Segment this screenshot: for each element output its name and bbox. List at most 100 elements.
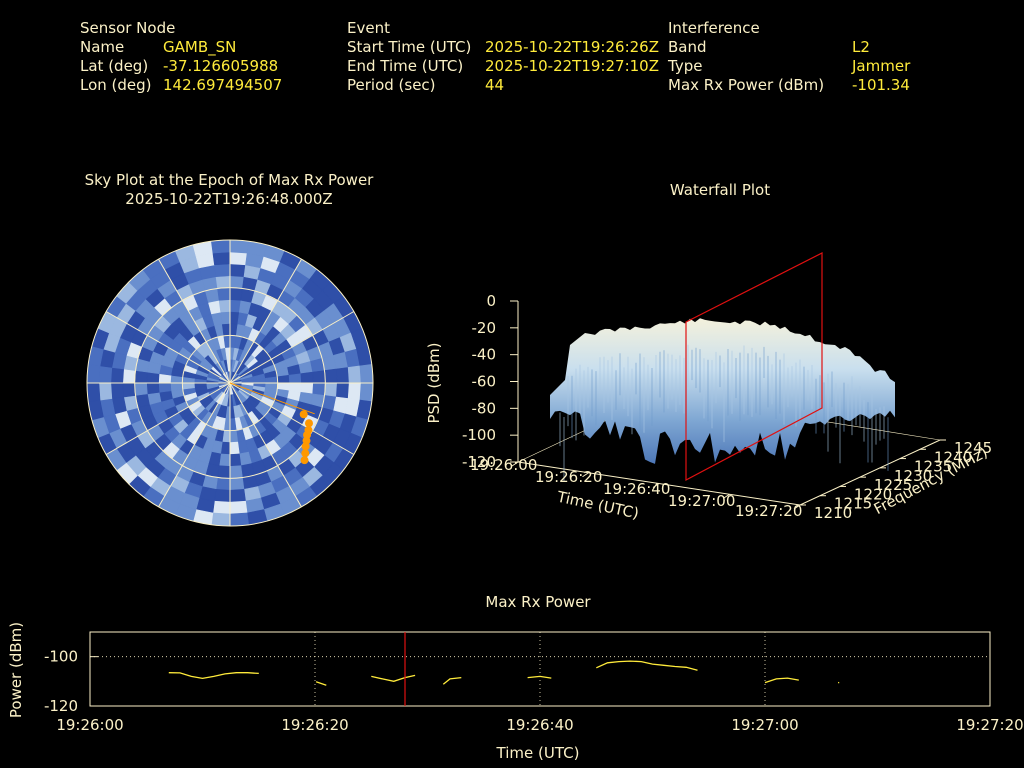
- power-series-segment: [596, 660, 698, 671]
- sky-cell: [210, 240, 231, 254]
- sky-cell: [229, 489, 246, 503]
- sky-cell: [229, 263, 246, 277]
- waterfall-frequency-tick-label: 1225: [874, 476, 912, 494]
- waterfall-z-tick-label: -60: [472, 373, 497, 391]
- power-plot-grid: [90, 632, 990, 707]
- power-series-segment: [764, 677, 799, 684]
- sky-spoke: [158, 258, 231, 384]
- interference-band-label: Band: [668, 38, 707, 56]
- waterfall-time-tick: [793, 504, 801, 510]
- sky-cell: [312, 382, 326, 396]
- sensor-lon-value: 142.697494507: [163, 76, 283, 94]
- event-period-value: 44: [485, 76, 505, 94]
- interference-type-value: Jammer: [852, 57, 911, 75]
- waterfall-time-tick-label: 19:27:00: [668, 492, 735, 510]
- sky-plot-grid: [86, 239, 374, 527]
- sky-cell: [217, 287, 231, 301]
- sky-spoke: [158, 382, 231, 508]
- event-end-value: 2025-10-22T19:27:10Z: [485, 57, 659, 75]
- waterfall-z-tick-label: -120: [462, 453, 496, 471]
- waterfall-z-tick-label: -20: [472, 319, 497, 337]
- waterfall-time-tick-label: 19:27:20: [735, 502, 802, 520]
- sky-cell: [215, 477, 231, 491]
- sky-cell: [288, 373, 302, 384]
- power-y-tick-label: -120: [44, 697, 78, 715]
- waterfall-frequency-tick-label: 1245: [954, 439, 992, 457]
- sky-cell: [229, 275, 245, 289]
- waterfall-frequency-tick-label: 1235: [914, 458, 952, 476]
- sky-cell: [229, 465, 243, 479]
- waterfall-frequency-axis: [799, 439, 941, 506]
- event-end-label: End Time (UTC): [347, 57, 464, 75]
- waterfall-z-tick-label: -100: [462, 426, 496, 444]
- waterfall-time-tick: [582, 472, 589, 478]
- waterfall-frequency-tick-label: 1230: [894, 467, 932, 485]
- sky-plot-subtitle: 2025-10-22T19:26:48.000Z: [125, 190, 333, 208]
- sky-cell: [212, 500, 231, 515]
- power-x-tick-label: 19:27:20: [956, 716, 1023, 734]
- sky-cell: [312, 370, 326, 384]
- power-plot: 19:26:00 19:26:20 19:26:40 19:27:00 19:27:20…: [7, 622, 1024, 762]
- sky-track-point: [301, 449, 310, 458]
- sky-cell: [134, 370, 148, 384]
- power-series-segment: [315, 681, 327, 686]
- power-plot-series: [168, 632, 840, 706]
- sky-spoke: [229, 382, 302, 508]
- sky-cell: [229, 453, 242, 467]
- sky-cell: [229, 477, 245, 491]
- power-x-axis-title: Time (UTC): [496, 744, 580, 762]
- sky-cell: [229, 251, 248, 266]
- sky-track-point: [304, 419, 313, 428]
- sky-cell: [158, 382, 172, 393]
- sensor-lon-label: Lon (deg): [80, 76, 152, 94]
- sky-cell: [87, 382, 101, 403]
- sky-cell: [359, 382, 373, 403]
- power-series-segment: [168, 672, 259, 680]
- power-y-axis-title: Power (dBm): [7, 622, 25, 718]
- power-series-segment: [371, 674, 416, 682]
- waterfall-time-tick: [723, 493, 730, 499]
- sky-cell: [212, 251, 231, 266]
- waterfall-plot: 0-20-40-60-80-100-12019:26:0019:26:2019:…: [425, 252, 992, 523]
- sky-cell: [146, 371, 160, 384]
- interference-power-value: -101.34: [852, 76, 910, 94]
- sky-cell: [170, 382, 184, 392]
- sky-cell: [122, 382, 136, 398]
- sky-cell: [122, 368, 136, 384]
- sky-track-point: [301, 442, 310, 451]
- sky-track-point: [299, 410, 308, 419]
- sky-cell: [229, 299, 242, 313]
- sky-cell: [300, 371, 314, 384]
- sky-cell: [220, 311, 231, 325]
- waterfall-frequency-tick-label: 1215: [834, 495, 872, 513]
- sky-cell: [276, 374, 290, 384]
- event-start-label: Start Time (UTC): [347, 38, 472, 56]
- sky-cell: [347, 365, 362, 384]
- sky-cell: [210, 512, 231, 526]
- power-plot-title: Max Rx Power: [485, 593, 591, 611]
- waterfall-z-tick-label: 0: [486, 292, 496, 310]
- interference-power-label: Max Rx Power (dBm): [668, 76, 825, 94]
- waterfall-time-tick-label: 19:26:40: [603, 480, 670, 498]
- interference-band-value: L2: [852, 38, 870, 56]
- power-x-tick-label: 19:26:00: [56, 716, 123, 734]
- power-y-tick-label: -100: [44, 648, 78, 666]
- sky-cell: [218, 299, 231, 313]
- sky-signal-line: [229, 382, 315, 415]
- sky-cell: [134, 382, 148, 396]
- sky-track-point: [300, 456, 309, 465]
- sky-cell: [146, 382, 160, 395]
- event-heading: Event: [347, 19, 390, 37]
- sky-cell: [217, 465, 231, 479]
- waterfall-z-tick-label: -80: [472, 399, 497, 417]
- power-plot-labels: 19:26:00 19:26:20 19:26:40 19:27:00 19:27:20…: [7, 622, 1024, 762]
- power-x-tick-label: 19:26:20: [281, 716, 348, 734]
- sky-cell: [324, 368, 338, 384]
- waterfall-time-tick-label: 19:26:20: [535, 468, 602, 486]
- power-series-segment: [442, 676, 462, 685]
- waterfall-epoch-plane: [685, 252, 823, 481]
- sky-spoke: [229, 382, 355, 455]
- sky-cell: [214, 489, 231, 503]
- sky-plot-track: [229, 382, 315, 465]
